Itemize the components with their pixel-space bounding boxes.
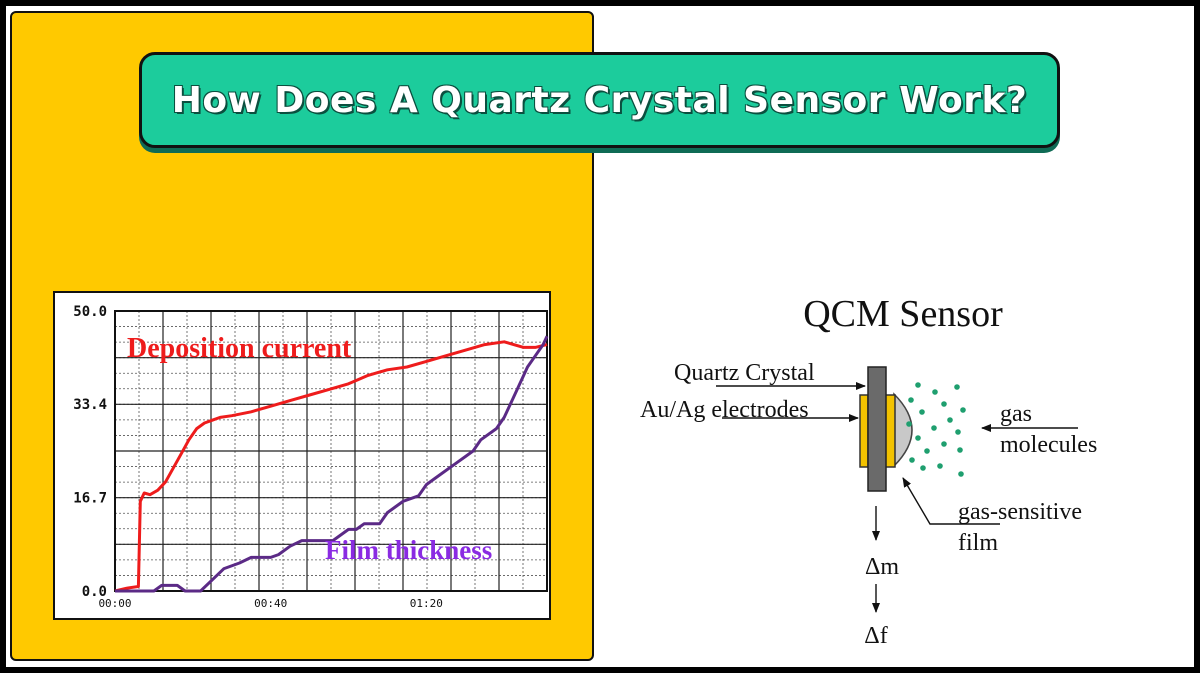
diagram-heading: QCM Sensor (803, 293, 1003, 335)
gas-molecule-dot (908, 397, 914, 403)
deposition-current-line (114, 340, 548, 593)
y-tick-label: 0.0 (82, 584, 107, 600)
gas-molecule-dot (954, 384, 960, 390)
gas-molecule-dot (915, 382, 921, 388)
chart-series (114, 335, 549, 593)
plot-frame (114, 310, 548, 592)
x-tick-label: 00:40 (254, 597, 287, 610)
gas-molecule-dot (919, 409, 925, 415)
gas-molecule-dot (931, 425, 937, 431)
gas-molecule-dot (941, 441, 947, 447)
gas-molecule-dot (915, 435, 921, 441)
gas-molecules (906, 382, 966, 477)
label-electrodes: Au/Ag electrodes (640, 397, 809, 423)
gas-molecule-dot (920, 465, 926, 471)
gas-molecule-dot (941, 401, 947, 407)
x-tick-label: 01:20 (410, 597, 443, 610)
label-molecules: molecules (1000, 432, 1097, 458)
gas-molecule-dot (957, 447, 963, 453)
deposition-chart: 0.0 16.7 33.4 50.0 00:00 00:40 01:20 Deposition… (53, 291, 551, 620)
page-title: How Does A Quartz Crystal Sensor Work? (171, 79, 1028, 121)
label-delta-f: Δf (864, 623, 887, 649)
gas-molecule-dot (924, 448, 930, 454)
chart-svg: 0.0 16.7 33.4 50.0 00:00 00:40 01:20 Deposition… (73, 304, 549, 610)
electrode-left (859, 394, 869, 468)
gas-molecule-dot (906, 421, 912, 427)
chart-axes (114, 310, 548, 592)
y-tick-label: 50.0 (73, 304, 107, 320)
label-gas-sensitive: gas-sensitive (958, 499, 1082, 525)
label-quartz-crystal: Quartz Crystal (674, 360, 815, 386)
label-film: film (958, 530, 998, 556)
chart-labels: 0.0 16.7 33.4 50.0 00:00 00:40 01:20 Deposition… (73, 304, 492, 610)
gas-molecule-dot (932, 389, 938, 395)
gas-molecule-dot (958, 471, 964, 477)
label-delta-m: Δm (865, 554, 899, 580)
annotation-film-thickness: Film thickness (325, 535, 492, 565)
quartz-crystal (867, 366, 887, 492)
gas-molecule-dot (955, 429, 961, 435)
y-tick-label: 16.7 (73, 490, 107, 506)
gas-sensitive-film-layer (893, 392, 913, 468)
gas-molecule-dot (960, 407, 966, 413)
chart-grid (115, 311, 547, 591)
film-thickness-line (115, 335, 549, 593)
gas-molecule-dot (937, 463, 943, 469)
title-banner: How Does A Quartz Crystal Sensor Work? (139, 52, 1060, 148)
label-gas: gas (1000, 401, 1032, 427)
y-tick-label: 33.4 (73, 397, 107, 413)
gas-molecule-dot (909, 457, 915, 463)
x-tick-label: 00:00 (98, 597, 131, 610)
arrow-film (902, 477, 1000, 525)
gas-molecule-dot (947, 417, 953, 423)
annotation-deposition-current: Deposition current (127, 333, 352, 364)
